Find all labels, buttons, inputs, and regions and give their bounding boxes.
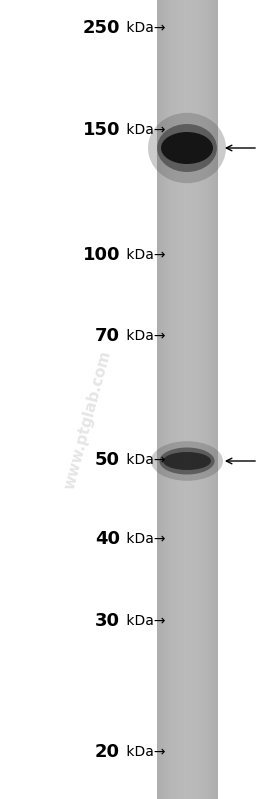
Text: kDa→: kDa→ (122, 453, 165, 467)
Text: 150: 150 (83, 121, 120, 139)
Text: kDa→: kDa→ (122, 614, 165, 628)
Text: 40: 40 (95, 530, 120, 548)
Ellipse shape (159, 447, 214, 475)
Text: kDa→: kDa→ (122, 248, 165, 262)
Text: 100: 100 (83, 246, 120, 264)
Text: www.ptglab.com: www.ptglab.com (62, 349, 114, 491)
Text: 250: 250 (83, 19, 120, 37)
Text: kDa→: kDa→ (122, 745, 165, 759)
Text: 20: 20 (95, 743, 120, 761)
Text: 30: 30 (95, 612, 120, 630)
Text: kDa→: kDa→ (122, 123, 165, 137)
Text: kDa→: kDa→ (122, 21, 165, 35)
Text: 50: 50 (95, 451, 120, 469)
Ellipse shape (163, 452, 211, 470)
Text: kDa→: kDa→ (122, 329, 165, 343)
Ellipse shape (157, 124, 217, 172)
Text: 70: 70 (95, 327, 120, 345)
Ellipse shape (148, 113, 226, 183)
Ellipse shape (161, 132, 213, 164)
Ellipse shape (151, 441, 223, 481)
Text: kDa→: kDa→ (122, 532, 165, 546)
